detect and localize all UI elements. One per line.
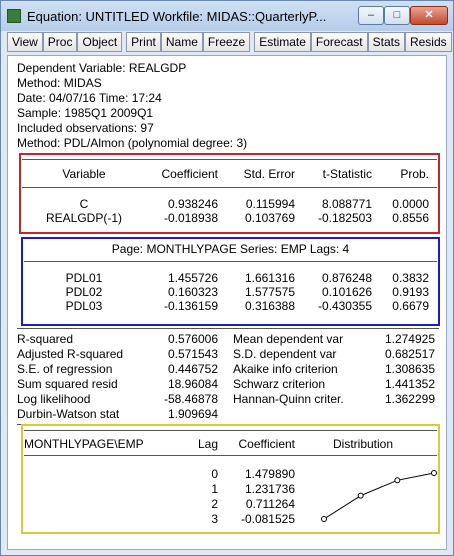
lag-distribution-highlight <box>21 424 440 534</box>
dependent-variable-line: Dependent Variable: REALGDP <box>17 61 187 75</box>
prob-value: 0.0000 <box>392 197 429 211</box>
coef-value: -0.136159 <box>163 299 218 313</box>
stat-value: -58.46878 <box>163 392 218 406</box>
stat-label: Mean dependent var <box>233 332 344 346</box>
observations-line: Included observations: 97 <box>17 121 154 135</box>
t-statistic-value: 0.876248 <box>321 271 372 285</box>
lag-col-header-lag: Lag <box>197 437 218 451</box>
stat-label: Schwarz criterion <box>233 377 326 391</box>
lag-col-header-series: MONTHLYPAGE\EMP <box>24 437 144 451</box>
pdl-variable: PDL02 <box>65 285 103 299</box>
print-button[interactable]: Print <box>126 32 161 52</box>
divider <box>22 159 437 160</box>
stat-label: Adjusted R-squared <box>17 347 124 361</box>
pdl-method-line: Method: PDL/Almon (polynomial degree: 3) <box>17 136 248 150</box>
std-error-value: 0.115994 <box>245 197 295 211</box>
t-statistic-value: -0.430355 <box>317 299 372 313</box>
prob-value: 0.3832 <box>392 271 429 285</box>
coef-variable-realgdp-lag: REALGDP(-1) <box>45 211 122 225</box>
stat-value: 0.446752 <box>167 362 218 376</box>
pdl-table-highlight <box>21 237 440 326</box>
divider <box>17 328 439 329</box>
coef-variable-c: C <box>79 197 89 211</box>
pdl-variable: PDL01 <box>65 271 103 285</box>
stat-value: 1.362299 <box>384 392 435 406</box>
title-bar[interactable]: Equation: UNTITLED Workfile: MIDAS::Quar… <box>1 1 453 31</box>
stat-value: 1.308635 <box>384 362 435 376</box>
stat-value: 18.96084 <box>167 377 218 391</box>
lag-number: 0 <box>211 467 218 481</box>
lag-coefficient: 1.479890 <box>244 467 295 481</box>
std-error-value: 1.577575 <box>244 285 295 299</box>
proc-button[interactable]: Proc <box>42 32 78 52</box>
coef-value: 0.938246 <box>167 197 218 211</box>
t-statistic-value: 8.088771 <box>321 197 372 211</box>
std-error-value: 1.661316 <box>244 271 295 285</box>
std-error-value: 0.103769 <box>244 211 295 225</box>
equation-toolbar: View Proc Object Print Name Freeze Estim… <box>7 32 452 53</box>
divider <box>24 455 437 456</box>
coef-value: 0.160323 <box>167 285 218 299</box>
view-button[interactable]: View <box>7 32 43 52</box>
stat-label: Hannan-Quinn criter. <box>233 392 344 406</box>
prob-value: 0.6679 <box>392 299 429 313</box>
stat-value: 1.909694 <box>167 407 218 421</box>
coefficient-table-highlight <box>19 153 440 234</box>
lag-col-header-coefficient: Coefficient <box>238 437 295 451</box>
coef-value: -0.018938 <box>163 211 218 225</box>
divider <box>24 261 437 262</box>
col-header-coefficient: Coefficient <box>161 167 218 181</box>
stat-label: S.E. of regression <box>17 362 113 376</box>
object-button[interactable]: Object <box>77 32 123 52</box>
std-error-value: 0.316388 <box>244 299 295 313</box>
stat-label: Durbin-Watson stat <box>17 407 120 421</box>
stat-label: Sum squared resid <box>17 377 118 391</box>
col-header-variable: Variable <box>62 167 106 181</box>
lag-coefficient: -0.081525 <box>240 512 295 526</box>
t-statistic-value: -0.182503 <box>317 211 372 225</box>
pdl-page-line: Page: MONTHLYPAGE Series: EMP Lags: 4 <box>111 242 350 256</box>
stat-label: Log likelihood <box>17 392 91 406</box>
maximize-button[interactable]: □ <box>384 6 410 25</box>
prob-value: 0.9193 <box>392 285 429 299</box>
lag-coefficient: 1.231736 <box>244 482 295 496</box>
lag-coefficient: 0.711264 <box>245 497 295 511</box>
close-button[interactable]: ✕ <box>410 6 448 25</box>
col-header-std-error: Std. Error <box>243 167 295 181</box>
lag-number: 2 <box>211 497 218 511</box>
stat-value: 0.576006 <box>167 332 218 346</box>
prob-value: 0.8556 <box>392 211 429 225</box>
name-button[interactable]: Name <box>160 32 203 52</box>
lag-number: 1 <box>211 482 218 496</box>
col-header-t-statistic: t-Statistic <box>322 167 372 181</box>
date-line: Date: 04/07/16 Time: 17:24 <box>17 91 162 105</box>
sample-line: Sample: 1985Q1 2009Q1 <box>17 106 154 120</box>
estimate-button[interactable]: Estimate <box>254 32 311 52</box>
col-header-prob: Prob. <box>400 167 429 181</box>
stat-value: 1.274925 <box>384 332 435 346</box>
stat-label: S.D. dependent var <box>233 347 337 361</box>
freeze-button[interactable]: Freeze <box>202 32 251 52</box>
estimation-output: Dependent Variable: REALGDP Method: MIDA… <box>7 55 447 550</box>
stats-button[interactable]: Stats <box>367 32 405 52</box>
divider <box>22 187 437 188</box>
divider <box>24 430 437 431</box>
stat-value: 1.441352 <box>384 377 435 391</box>
method-line: Method: MIDAS <box>17 76 102 90</box>
window-title: Equation: UNTITLED Workfile: MIDAS::Quar… <box>27 9 327 24</box>
lag-col-header-distribution: Distribution <box>332 437 394 451</box>
minimize-button[interactable]: – <box>358 6 384 25</box>
pdl-variable: PDL03 <box>65 299 103 313</box>
resids-button[interactable]: Resids <box>404 32 452 52</box>
stat-label: R-squared <box>17 332 74 346</box>
coef-value: 1.455726 <box>167 271 218 285</box>
lag-number: 3 <box>211 512 218 526</box>
t-statistic-value: 0.101626 <box>321 285 372 299</box>
forecast-button[interactable]: Forecast <box>310 32 368 52</box>
stat-value: 0.571543 <box>167 347 218 361</box>
stat-label: Akaike info criterion <box>233 362 338 376</box>
stat-value: 0.682517 <box>384 347 435 361</box>
eviews-app-icon <box>7 9 21 23</box>
